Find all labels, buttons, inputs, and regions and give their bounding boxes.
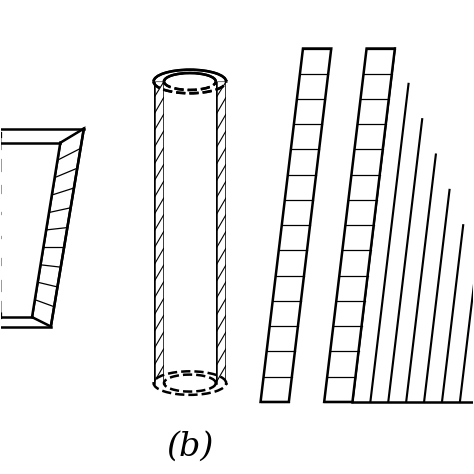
Polygon shape	[324, 48, 395, 402]
Polygon shape	[1, 138, 60, 317]
Bar	[164, 82, 216, 383]
Polygon shape	[32, 128, 84, 327]
Polygon shape	[261, 48, 331, 402]
Bar	[151, 82, 154, 383]
Bar	[226, 82, 228, 383]
Text: (b): (b)	[166, 431, 214, 463]
Polygon shape	[154, 70, 226, 82]
